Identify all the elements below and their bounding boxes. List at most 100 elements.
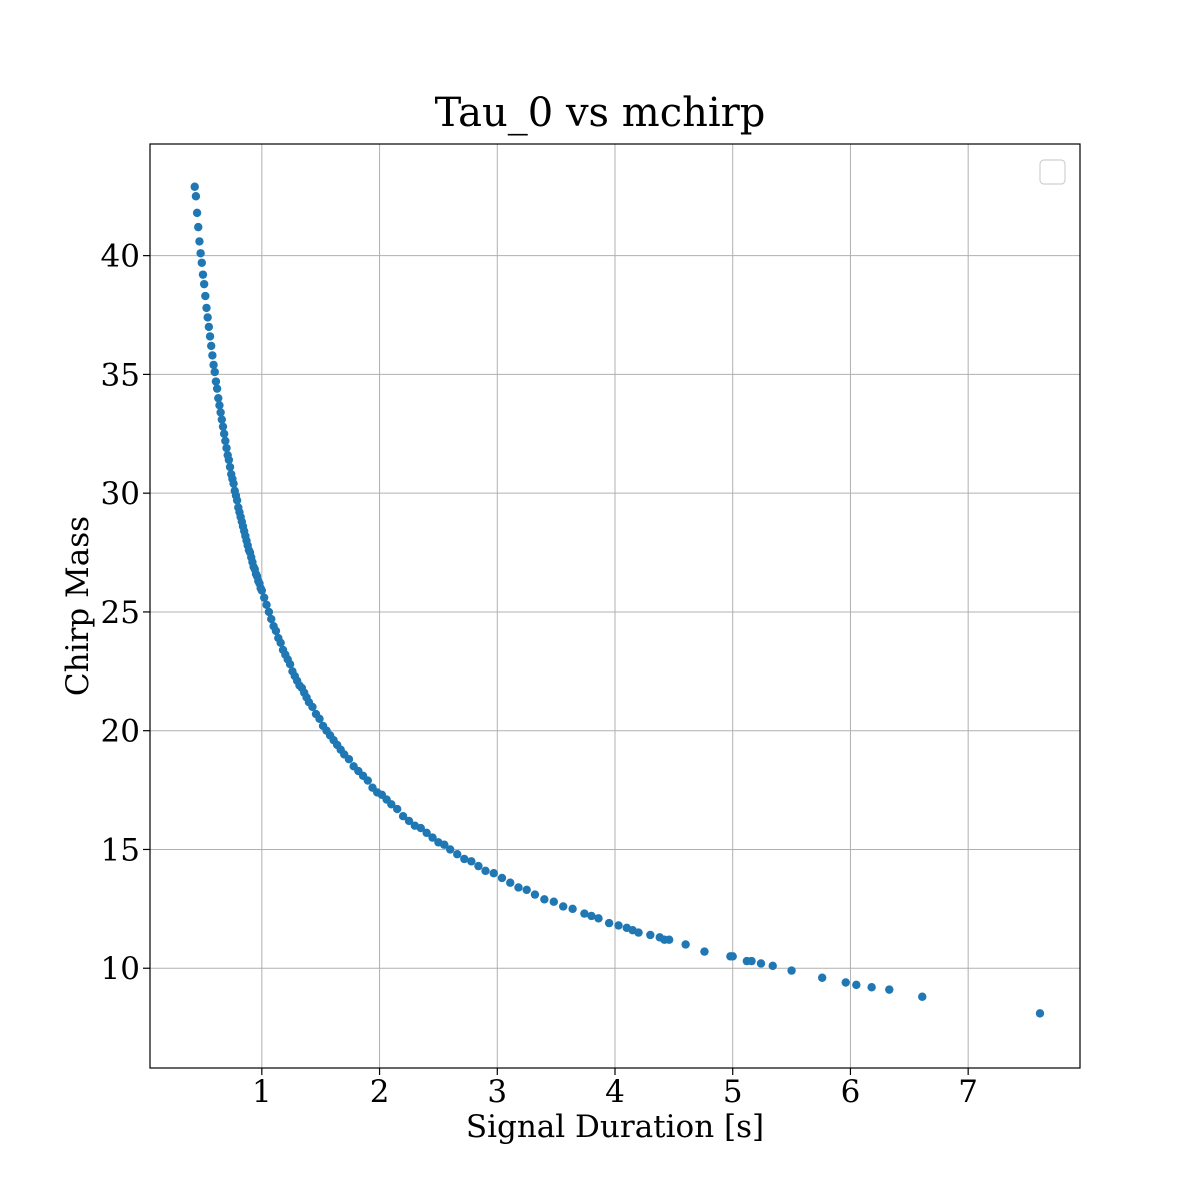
data-point bbox=[440, 840, 449, 849]
data-point bbox=[787, 966, 796, 975]
data-point bbox=[453, 850, 462, 859]
data-point bbox=[201, 291, 210, 301]
grid bbox=[150, 144, 1080, 1068]
data-point bbox=[192, 208, 202, 218]
data-point bbox=[594, 914, 603, 923]
data-point bbox=[215, 401, 224, 410]
data-point bbox=[217, 415, 227, 424]
data-point bbox=[264, 607, 274, 617]
y-tick-label: 20 bbox=[101, 714, 140, 750]
data-point bbox=[285, 659, 295, 669]
data-point bbox=[194, 222, 203, 232]
data-point bbox=[1035, 1009, 1045, 1018]
data-point bbox=[195, 237, 204, 246]
data-point bbox=[259, 593, 269, 602]
data-point bbox=[522, 885, 531, 895]
data-point bbox=[344, 755, 354, 764]
data-point bbox=[587, 911, 596, 921]
data-point bbox=[315, 714, 324, 724]
data-point bbox=[214, 393, 223, 403]
data-point bbox=[229, 479, 238, 488]
data-point bbox=[817, 973, 827, 982]
data-point bbox=[885, 985, 894, 994]
y-ticks: 10 15 20 25 30 35 40 bbox=[101, 239, 150, 987]
data-point bbox=[208, 351, 217, 360]
data-point bbox=[225, 462, 235, 472]
data-point bbox=[219, 429, 229, 438]
data-point bbox=[218, 422, 228, 431]
data-point bbox=[393, 804, 402, 814]
data-point bbox=[460, 854, 469, 864]
data-point bbox=[224, 455, 234, 465]
data-point bbox=[568, 904, 577, 914]
data-point bbox=[232, 496, 242, 505]
x-tick-label: 5 bbox=[723, 1074, 743, 1110]
data-point bbox=[404, 816, 414, 826]
data-point bbox=[205, 332, 215, 341]
data-point bbox=[700, 947, 709, 956]
data-point bbox=[467, 857, 476, 866]
y-tick-label: 30 bbox=[101, 476, 140, 512]
data-point bbox=[262, 600, 271, 610]
data-point bbox=[867, 983, 876, 992]
data-point bbox=[530, 890, 540, 899]
data-point bbox=[203, 313, 212, 322]
data-point bbox=[198, 270, 208, 279]
data-point bbox=[428, 833, 437, 842]
data-points bbox=[190, 182, 1045, 1018]
data-point bbox=[481, 866, 490, 876]
data-point bbox=[398, 812, 408, 821]
data-point bbox=[209, 360, 218, 370]
y-tick-label: 35 bbox=[101, 357, 140, 393]
data-point bbox=[416, 823, 425, 833]
data-point bbox=[276, 638, 285, 648]
data-point bbox=[222, 443, 231, 453]
data-point bbox=[211, 377, 221, 386]
x-tick-label: 4 bbox=[605, 1074, 625, 1110]
x-tick-label: 1 bbox=[252, 1074, 272, 1110]
data-point bbox=[540, 895, 549, 904]
data-point bbox=[634, 928, 643, 937]
y-tick-label: 15 bbox=[101, 832, 140, 868]
data-point bbox=[549, 897, 558, 906]
data-point bbox=[646, 930, 655, 940]
x-tick-label: 2 bbox=[370, 1074, 390, 1110]
chart-title: Tau_0 vs mchirp bbox=[435, 90, 766, 136]
legend-box bbox=[1039, 159, 1066, 185]
data-point bbox=[191, 192, 201, 201]
data-point bbox=[559, 902, 568, 911]
data-point bbox=[216, 408, 225, 417]
data-point bbox=[768, 961, 777, 971]
data-point bbox=[918, 992, 927, 1001]
data-point bbox=[196, 249, 205, 258]
data-point bbox=[664, 935, 674, 944]
data-point bbox=[445, 845, 455, 854]
y-tick-label: 10 bbox=[101, 951, 140, 987]
data-point bbox=[271, 626, 281, 636]
data-point bbox=[387, 800, 396, 809]
data-point bbox=[747, 956, 756, 966]
data-point bbox=[204, 322, 214, 332]
y-tick-label: 25 bbox=[101, 595, 140, 631]
x-tick-label: 7 bbox=[958, 1074, 978, 1110]
data-point bbox=[728, 952, 737, 961]
x-tick-label: 3 bbox=[487, 1074, 507, 1110]
x-axis-label: Signal Duration [s] bbox=[466, 1109, 764, 1145]
data-point bbox=[497, 873, 507, 883]
data-point bbox=[197, 258, 206, 267]
data-point bbox=[852, 980, 861, 990]
data-point bbox=[614, 921, 623, 930]
data-point bbox=[604, 918, 614, 928]
data-point bbox=[506, 878, 515, 887]
data-point bbox=[363, 776, 372, 785]
data-point bbox=[580, 909, 589, 918]
data-point bbox=[207, 341, 216, 351]
data-point bbox=[422, 828, 431, 838]
data-point bbox=[681, 940, 690, 949]
y-axis-label: Chirp Mass bbox=[60, 516, 96, 696]
data-point bbox=[212, 384, 222, 393]
data-point bbox=[514, 883, 523, 892]
data-point bbox=[841, 978, 850, 987]
data-point bbox=[257, 586, 267, 595]
